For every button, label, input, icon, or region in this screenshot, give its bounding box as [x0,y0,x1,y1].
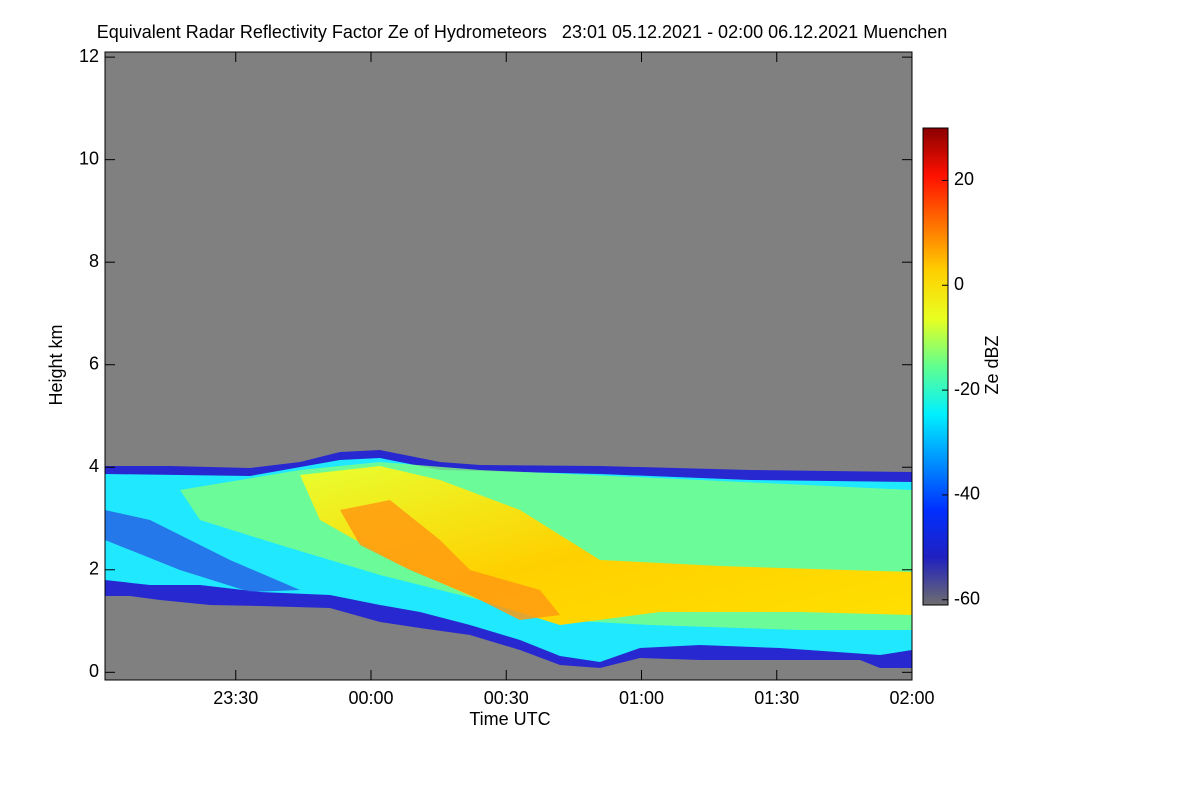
x-tick-label: 00:30 [484,688,529,708]
x-tick-label: 00:00 [348,688,393,708]
colorbar-tick-label: -20 [954,379,980,399]
echo-field [105,450,912,668]
y-tick-label: 4 [89,456,99,476]
x-tick-label: 01:30 [754,688,799,708]
x-tick-label: 01:00 [619,688,664,708]
y-tick-label: 10 [79,148,99,168]
x-tick-label: 02:00 [889,688,934,708]
echo-orange [340,500,560,620]
y-tick-label: 12 [79,46,99,66]
y-tick-label: 8 [89,251,99,271]
x-tick-label: 23:30 [213,688,258,708]
y-tick-label: 0 [89,661,99,681]
colorbar [922,127,949,606]
y-tick-label: 2 [89,559,99,579]
colorbar-label: Ze dBZ [982,335,1002,394]
x-axis-label: Time UTC [469,709,550,729]
colorbar-tick-label: 0 [954,274,964,294]
y-tick-label: 6 [89,353,99,373]
plot-frame [104,51,913,681]
colorbar-tick-label: -40 [954,484,980,504]
colorbar-tick-label: 20 [954,169,974,189]
chart-title: Equivalent Radar Reflectivity Factor Ze … [97,22,948,42]
y-axis-label: Height km [46,324,66,405]
colorbar-tick-label: -60 [954,589,980,609]
echo-blue-streak [105,510,300,592]
